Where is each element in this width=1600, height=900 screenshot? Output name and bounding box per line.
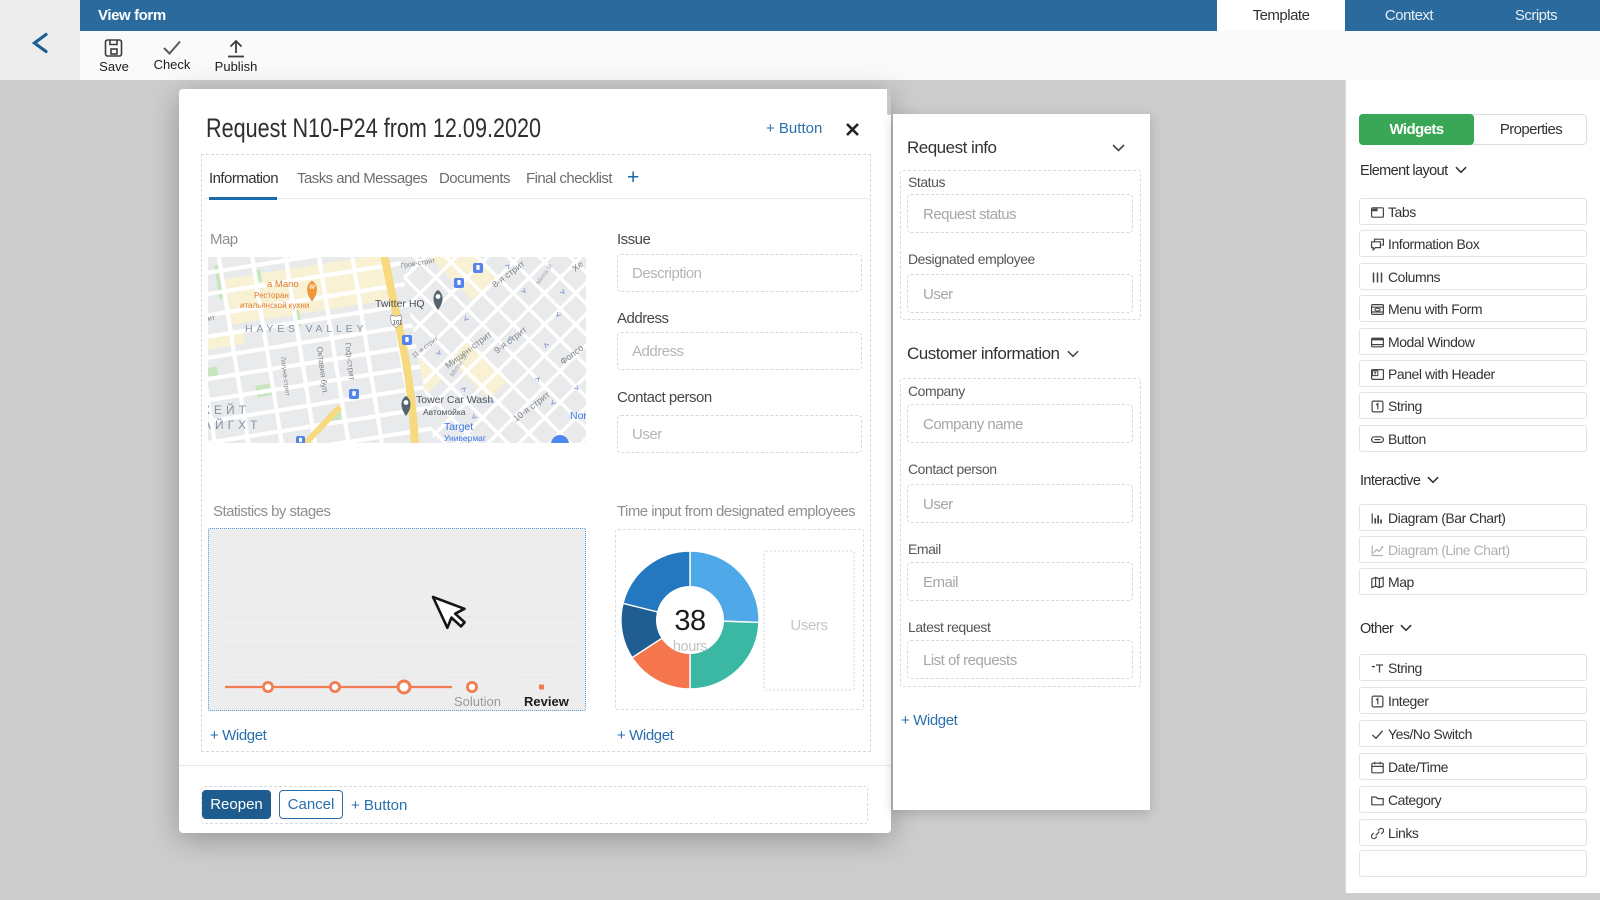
svg-text:КЕЙТ: КЕЙТ	[208, 402, 250, 417]
svg-text:Ресторан: Ресторан	[254, 291, 289, 300]
svg-text:Автомойка: Автомойка	[423, 407, 466, 417]
svg-text:АЙГХТ: АЙГХТ	[208, 417, 261, 432]
svg-text:Лагуна-стрит: Лагуна-стрит	[279, 356, 291, 396]
svg-text:Solution: Solution	[454, 694, 501, 709]
svg-text:Универмаг: Универмаг	[444, 433, 486, 443]
svg-text:38: 38	[674, 605, 705, 637]
svg-text:101: 101	[393, 321, 404, 327]
svg-text:ит: ит	[208, 313, 216, 323]
svg-text:Twitter HQ: Twitter HQ	[375, 298, 425, 310]
svg-text:a Mano: a Mano	[267, 279, 299, 290]
svg-text:Review: Review	[524, 694, 570, 709]
svg-text:Tower Car Wash: Tower Car Wash	[416, 394, 493, 406]
svg-text:hours: hours	[673, 639, 707, 655]
svg-text:Users: Users	[790, 617, 827, 634]
svg-text:HAYES VALLEY: HAYES VALLEY	[245, 323, 367, 335]
svg-text:Nor: Nor	[570, 410, 586, 422]
svg-text:Target: Target	[444, 421, 473, 433]
svg-text:итальянской кухни: итальянской кухни	[240, 301, 309, 310]
